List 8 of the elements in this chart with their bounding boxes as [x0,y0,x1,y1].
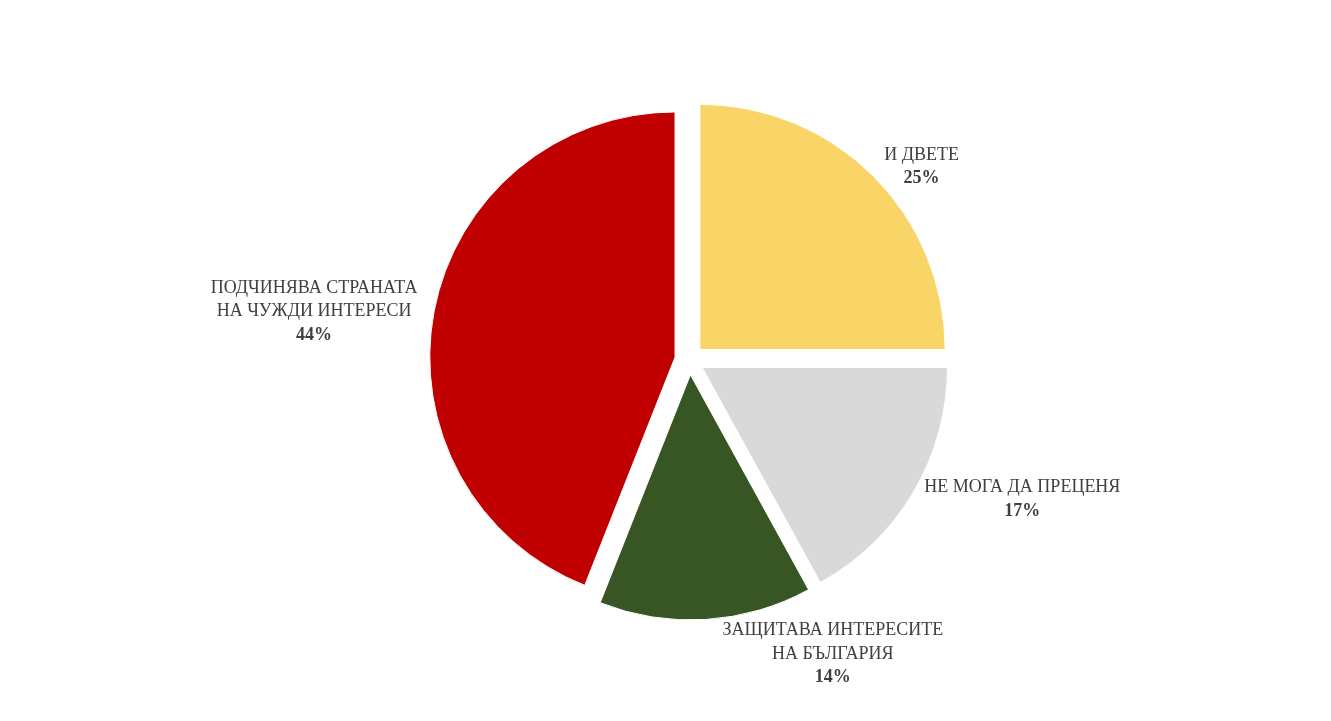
data-label: 44% [296,323,333,344]
slice-label: ЗАЩИТАВА ИНТЕРЕСИТЕ НА БЪЛГАРИЯ [722,619,944,663]
data-label: 25% [903,167,940,187]
data-label: 17% [1004,499,1041,520]
slice-label: ПОДЧИНЯВА СТРАНАТА НА ЧУЖДИ ИНТЕРЕСИ [210,276,418,321]
slice-label: НЕ МОГА ДА ПРЕЦЕНЯ [924,476,1121,497]
slice-label: И ДВЕТЕ [884,143,959,164]
data-label: 14% [814,666,851,687]
